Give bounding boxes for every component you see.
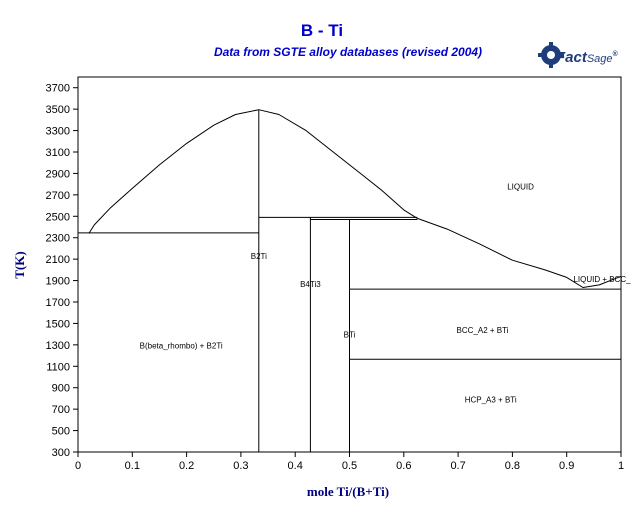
y-tick-label: 2100 — [46, 254, 70, 266]
x-tick-label: 0.6 — [396, 460, 411, 472]
x-axis-ticks: 0 0.1 0.2 0.3 0.4 0.5 0.6 0.7 0.8 0.9 1 — [75, 452, 624, 472]
phase-label: BCC_A2 + BTi — [457, 326, 509, 335]
phase-label: B(beta_rhombo) + B2Ti — [140, 342, 223, 351]
x-tick-label: 0.1 — [125, 460, 140, 472]
y-tick-label: 1300 — [46, 340, 70, 352]
factsage-mark: Fact — [556, 49, 588, 66]
y-axis-ticks: 300 500 700 900 1100 1300 1500 1700 1900 2100 2300… — [46, 83, 78, 459]
x-tick-label: 0 — [75, 460, 81, 472]
x-tick-label: 0.8 — [505, 460, 520, 472]
curve-liquidus-left — [88, 109, 259, 234]
factsage-logo: FactSage® — [538, 42, 619, 68]
y-tick-label: 500 — [52, 426, 70, 438]
y-tick-label: 3100 — [46, 147, 70, 159]
phase-label: B4Ti3 — [300, 280, 321, 289]
y-tick-label: 1500 — [46, 318, 70, 330]
y-tick-label: 1900 — [46, 276, 70, 288]
y-tick-label: 2700 — [46, 190, 70, 202]
factsage-suffix: Sage — [587, 53, 613, 65]
x-tick-label: 0.3 — [233, 460, 248, 472]
phase-labels: LIQUID B2Ti B4Ti3 BTi B(beta_rhombo) + B2Ti B… — [140, 183, 631, 405]
curve-liquidus-right — [258, 109, 418, 219]
factsage-wordmark: FactSage® — [556, 49, 619, 66]
x-tick-label: 0.7 — [450, 460, 465, 472]
y-tick-label: 900 — [52, 383, 70, 395]
phase-label: HCP_A3 + BTi — [465, 396, 517, 405]
phase-boundaries — [78, 109, 622, 452]
phase-label: B2Ti — [251, 252, 267, 261]
y-tick-label: 3700 — [46, 83, 70, 95]
curve-liquidus-ti-rich — [417, 217, 622, 288]
factsage-reg: ® — [613, 50, 619, 58]
y-tick-label: 300 — [52, 447, 70, 459]
y-tick-label: 1100 — [46, 361, 70, 373]
phase-label: BTi — [344, 330, 356, 339]
x-tick-label: 0.5 — [342, 460, 357, 472]
factsage-gear-icon — [538, 42, 564, 68]
y-tick-label: 2900 — [46, 168, 70, 180]
y-axis-label: T(K) — [12, 251, 27, 278]
x-tick-label: 0.4 — [288, 460, 303, 472]
y-tick-label: 2500 — [46, 211, 70, 223]
y-tick-label: 2300 — [46, 233, 70, 245]
y-tick-label: 700 — [52, 404, 70, 416]
x-tick-label: 0.9 — [559, 460, 574, 472]
y-tick-label: 3500 — [46, 104, 70, 116]
y-tick-label: 3300 — [46, 126, 70, 138]
x-tick-label: 1 — [618, 460, 624, 472]
phase-label: LIQUID — [507, 183, 534, 192]
chart-title: B - Ti — [301, 21, 343, 40]
x-axis-label: mole Ti/(B+Ti) — [307, 484, 389, 499]
phase-label: LIQUID + BCC_ — [573, 275, 631, 284]
y-tick-label: 1700 — [46, 297, 70, 309]
chart-subtitle: Data from SGTE alloy databases (revised … — [214, 45, 482, 59]
x-tick-label: 0.2 — [179, 460, 194, 472]
